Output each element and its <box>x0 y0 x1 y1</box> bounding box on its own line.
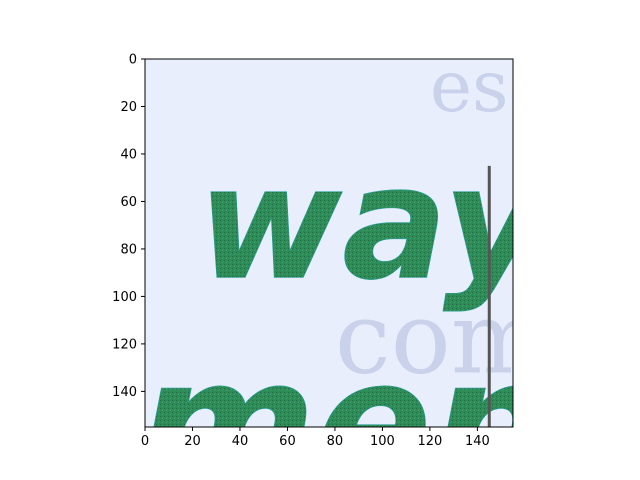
image-word-way: way <box>197 132 551 314</box>
x-tick-label-0: 0 <box>141 434 149 449</box>
x-tick-label-40: 40 <box>232 434 249 449</box>
y-tick-label-80: 80 <box>120 242 137 257</box>
y-tick-label-100: 100 <box>112 290 137 305</box>
ghost-text-group: es (1.6倍 com <box>335 45 640 396</box>
y-tick-label-60: 60 <box>120 195 137 210</box>
y-tick-label-20: 20 <box>120 100 137 115</box>
y-tick-label-120: 120 <box>112 337 137 352</box>
x-tick-label-80: 80 <box>327 434 344 449</box>
x-tick-label-120: 120 <box>417 434 442 449</box>
y-tick-label-40: 40 <box>120 147 137 162</box>
x-axis: 0 20 40 60 80 100 120 140 <box>141 427 490 449</box>
ghost-text-1: com <box>335 279 545 396</box>
x-tick-label-140: 140 <box>465 434 490 449</box>
axes-frame <box>144 58 514 428</box>
y-tick-label-140: 140 <box>112 385 137 400</box>
y-tick-label-0: 0 <box>129 53 137 68</box>
x-tick-label-20: 20 <box>184 434 201 449</box>
x-tick-label-60: 60 <box>279 434 296 449</box>
x-tick-label-100: 100 <box>370 434 395 449</box>
ghost-text-0: es (1.6倍 <box>430 45 640 128</box>
image-word-ment: ment <box>138 324 640 480</box>
image-background <box>145 59 513 427</box>
y-axis: 0 20 40 60 80 100 120 140 <box>112 53 145 400</box>
